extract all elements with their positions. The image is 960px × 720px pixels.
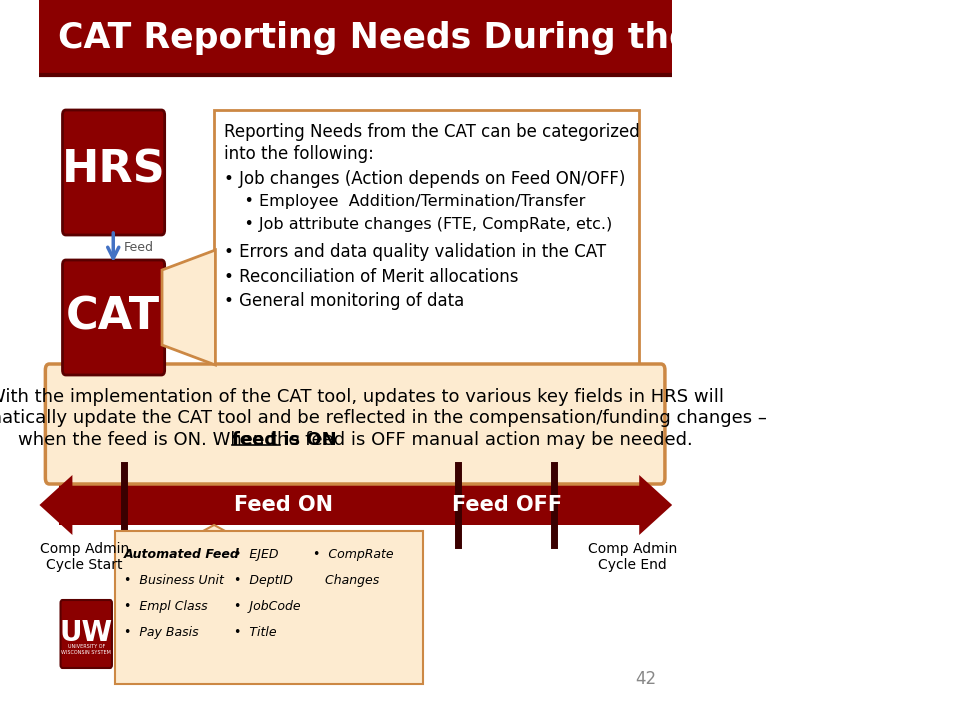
Text: Comp Admin
Cycle Start: Comp Admin Cycle Start: [39, 542, 129, 572]
FancyBboxPatch shape: [39, 0, 672, 75]
Text: Reporting Needs from the CAT can be categorized: Reporting Needs from the CAT can be cate…: [224, 123, 639, 141]
Text: •  Business Unit: • Business Unit: [124, 574, 224, 587]
FancyBboxPatch shape: [114, 531, 423, 684]
Text: UW: UW: [60, 619, 112, 647]
FancyBboxPatch shape: [214, 110, 639, 380]
Text: • Job attribute changes (FTE, CompRate, etc.): • Job attribute changes (FTE, CompRate, …: [224, 217, 612, 232]
FancyBboxPatch shape: [60, 600, 112, 668]
Text: CAT Reporting Needs During the Comp Admin Cycle: CAT Reporting Needs During the Comp Admi…: [58, 21, 960, 55]
Text: into the following:: into the following:: [224, 145, 373, 163]
Text: •  Title: • Title: [234, 626, 276, 639]
FancyBboxPatch shape: [62, 260, 165, 375]
Text: CAT: CAT: [66, 295, 160, 338]
Text: HRS: HRS: [61, 148, 165, 192]
Text: Automated Feed: Automated Feed: [124, 548, 240, 561]
Text: automatically update the CAT tool and be reflected in the compensation/funding c: automatically update the CAT tool and be…: [0, 409, 767, 427]
Text: Feed ON: Feed ON: [234, 495, 333, 515]
Text: •  Pay Basis: • Pay Basis: [124, 626, 199, 639]
Text: UNIVERSITY OF
WISCONSIN SYSTEM: UNIVERSITY OF WISCONSIN SYSTEM: [61, 644, 111, 655]
Text: when the feed is ON. When the feed is OFF manual action may be needed.: when the feed is ON. When the feed is OF…: [18, 431, 693, 449]
Text: • Reconciliation of Merit allocations: • Reconciliation of Merit allocations: [224, 268, 518, 286]
Text: • General monitoring of data: • General monitoring of data: [224, 292, 465, 310]
FancyBboxPatch shape: [45, 364, 665, 484]
Text: Feed: Feed: [124, 240, 154, 253]
Text: •  CompRate: • CompRate: [313, 548, 394, 561]
Text: Comp Admin
Cycle End: Comp Admin Cycle End: [588, 542, 677, 572]
FancyBboxPatch shape: [62, 110, 165, 235]
FancyBboxPatch shape: [60, 485, 646, 525]
Text: feed is ON: feed is ON: [232, 431, 337, 449]
Text: • Errors and data quality validation in the CAT: • Errors and data quality validation in …: [224, 243, 606, 261]
Text: •  DeptID: • DeptID: [234, 574, 293, 587]
Text: Feed OFF: Feed OFF: [452, 495, 563, 515]
Polygon shape: [639, 475, 672, 535]
Text: With the implementation of the CAT tool, updates to various key fields in HRS wi: With the implementation of the CAT tool,…: [0, 388, 724, 406]
Text: •  Empl Class: • Empl Class: [124, 600, 207, 613]
Text: • Job changes (Action depends on Feed ON/OFF): • Job changes (Action depends on Feed ON…: [224, 170, 625, 188]
Text: 42: 42: [636, 670, 657, 688]
Polygon shape: [162, 250, 215, 365]
Text: •  JobCode: • JobCode: [234, 600, 300, 613]
Polygon shape: [196, 525, 232, 535]
Text: • Employee  Addition/Termination/Transfer: • Employee Addition/Termination/Transfer: [224, 194, 586, 209]
Text: •  EJED: • EJED: [234, 548, 278, 561]
Text: Changes: Changes: [313, 574, 379, 587]
FancyBboxPatch shape: [39, 0, 672, 720]
Text: when the feed is ON. When the feed is OFF manual action may be needed.: when the feed is ON. When the feed is OF…: [18, 431, 693, 449]
Polygon shape: [39, 475, 72, 535]
